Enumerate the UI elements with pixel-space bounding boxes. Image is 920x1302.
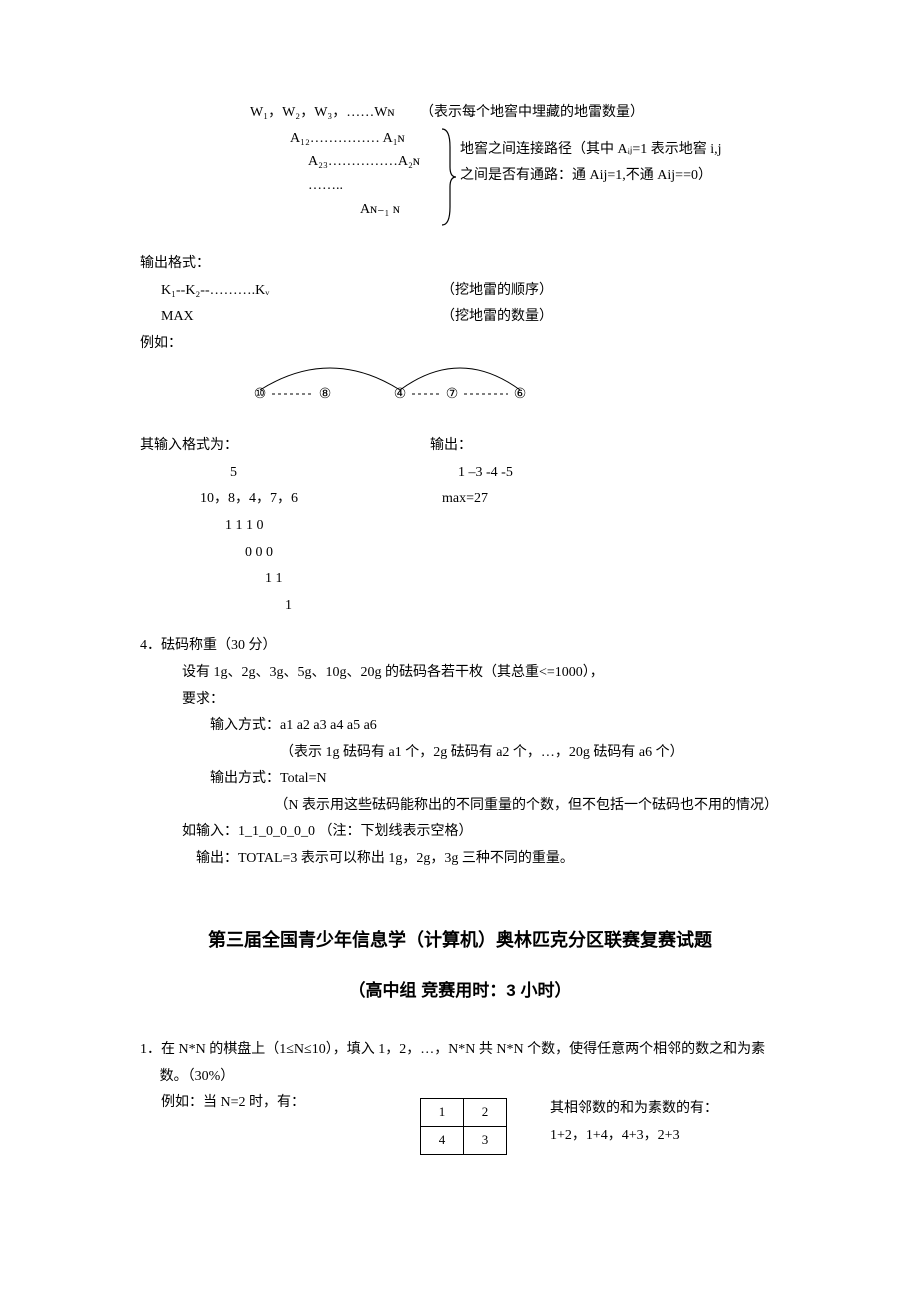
matrix-desc: 地窖之间连接路径（其中 Aᵢⱼ=1 表示地窖 i,j 之间是否有通路：通 Aij… [460,127,780,238]
grid-cell: 2 [464,1099,507,1127]
q1-block: 1．在 N*N 的棋盘上（1≤N≤10），填入 1，2，…，N*N 共 N*N … [140,1037,780,1155]
right-brace-icon [440,127,460,238]
io-input-title: 其输入格式为： [140,433,430,460]
q4-line: 要求： [140,687,780,714]
grid-cell: 1 [421,1099,464,1127]
svg-text:⑦: ⑦ [446,387,459,402]
io-input-line: 10，8，4，7，6 [140,486,430,513]
q1-table: 1 2 4 3 [420,1090,550,1154]
q4-line: 设有 1g、2g、3g、5g、10g、20g 的砝码各若干枚（其总重<=1000… [140,660,780,687]
io-output-line: 1 –3 -4 -5 [430,460,780,487]
q4-head: 4．砝码称重（30 分） [140,633,780,660]
matrix-row: A₂₃……………A₂ɴ [290,150,440,174]
svg-text:⑧: ⑧ [319,387,332,402]
output-format-title: 输出格式： [140,251,780,278]
page-subtitle: （高中组 竞赛用时：3 小时） [140,975,780,1007]
matrix-row: …….. [290,174,440,198]
w-desc: （表示每个地窖中埋藏的地雷数量） [420,100,780,127]
io-input-line: 5 [140,460,430,487]
w-sequence: W₁，W₂，W₃，……Wɴ [140,100,420,127]
output-format-block: 输出格式： K₁--K₂--……….Kᵥ （挖地雷的顺序） MAX （挖地雷的数… [140,251,780,331]
io-input-line: 1 1 1 0 [140,513,430,540]
q4-line: （N 表示用这些砝码能称出的不同重量的个数，但不包括一个砝码也不用的情况） [140,793,780,820]
matrix-desc-line: 之间是否有通路：通 Aij=1,不通 Aij==0） [460,163,780,190]
io-input-line: 1 [140,593,430,620]
io-output-col: 输出： 1 –3 -4 -5 max=27 [430,433,780,619]
io-output-title: 输出： [430,433,780,460]
q4-line: 输出方式：Total=N [140,766,780,793]
page-title: 第三届全国青少年信息学（计算机）奥林匹克分区联赛复赛试题 [140,923,780,957]
io-input-line: 0 0 0 [140,540,430,567]
matrix-row: Aɴ₋₁ ɴ [290,198,440,222]
q1-right-line: 其相邻数的和为素数的有： [550,1096,780,1123]
output-max: MAX [161,304,441,331]
output-k-desc: （挖地雷的顺序） [441,278,553,305]
q4-line: 输入方式：a1 a2 a3 a4 a5 a6 [140,713,780,740]
example-label: 例如： [140,331,780,358]
q4-line: 输出：TOTAL=3 表示可以称出 1g，2g，3g 三种不同的重量。 [140,846,780,873]
q1-right-text: 其相邻数的和为素数的有： 1+2，1+4，4+3，2+3 [550,1090,780,1149]
output-max-desc: （挖地雷的数量） [441,304,553,331]
grid-cell: 3 [464,1127,507,1155]
q1-head: 1．在 N*N 的棋盘上（1≤N≤10），填入 1，2，…，N*N 共 N*N … [140,1037,780,1090]
q4-block: 4．砝码称重（30 分） 设有 1g、2g、3g、5g、10g、20g 的砝码各… [140,633,780,872]
io-input-line: 1 1 [140,566,430,593]
q4-line: （表示 1g 砝码有 a1 个，2g 砝码有 a2 个，…，20g 砝码有 a6… [140,740,780,767]
input-format-w-line: W₁，W₂，W₃，……Wɴ （表示每个地窖中埋藏的地雷数量） [140,100,780,127]
io-output-line: max=27 [430,486,780,513]
matrix-row: A₁₂…………… A₁ɴ [290,127,440,151]
q4-line: 如输入：1_1_0_0_0_0 （注：下划线表示空格） [140,819,780,846]
grid-cell: 4 [421,1127,464,1155]
svg-text:⑥: ⑥ [514,387,527,402]
svg-text:⑩: ⑩ [254,387,267,402]
q1-right-line: 1+2，1+4，4+3，2+3 [550,1123,780,1150]
io-input-col: 其输入格式为： 510，8，4，7，61 1 1 00 0 01 11 [140,433,430,619]
io-example-block: 其输入格式为： 510，8，4，7，61 1 1 00 0 01 11 输出： … [140,433,780,619]
matrix-desc-line: 地窖之间连接路径（其中 Aᵢⱼ=1 表示地窖 i,j [460,137,780,164]
svg-text:④: ④ [394,387,407,402]
output-k-seq: K₁--K₂--……….Kᵥ [161,278,441,305]
q1-line: 例如：当 N=2 时，有： [140,1090,420,1117]
adjacency-matrix-block: A₁₂…………… A₁ɴ A₂₃……………A₂ɴ …….. Aɴ₋₁ ɴ 地窖之… [140,127,780,238]
matrix-lines: A₁₂…………… A₁ɴ A₂₃……………A₂ɴ …….. Aɴ₋₁ ɴ [140,127,440,238]
node-diagram: ⑩ ⑧ ④ ⑦ ⑥ [140,358,780,424]
